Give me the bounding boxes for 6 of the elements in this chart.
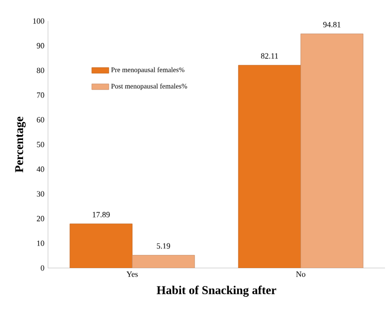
bar xyxy=(238,64,301,268)
bar xyxy=(70,224,132,268)
x-axis-title: Habit of Snacking after xyxy=(156,286,276,297)
bar xyxy=(300,34,364,268)
y-axis-title: Percentage xyxy=(15,116,26,172)
bar xyxy=(132,255,195,268)
